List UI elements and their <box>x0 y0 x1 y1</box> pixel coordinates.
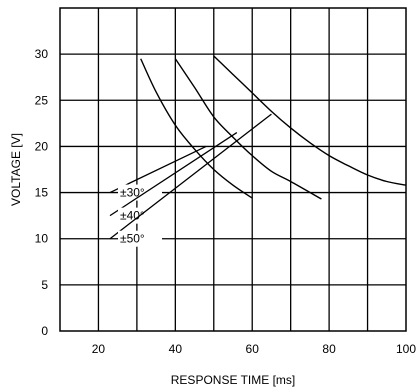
label-backdrop <box>118 230 162 247</box>
curve-label: ±40° <box>120 209 145 223</box>
x-tick-label: 100 <box>396 342 416 356</box>
curve-label: ±50° <box>120 232 145 246</box>
curve-labels: ±30° ±40° ±50° <box>109 113 272 247</box>
y-tick-label: 15 <box>35 186 49 200</box>
curve-label: ±30° <box>120 186 145 200</box>
label-leader-line <box>109 132 238 217</box>
y-tick-label: 20 <box>35 139 49 153</box>
curves <box>140 55 407 200</box>
grid <box>60 8 406 331</box>
tick-labels: 20 40 60 80 100 0 5 10 15 20 25 30 <box>35 47 417 356</box>
series-curve <box>140 58 253 199</box>
label-leader-line <box>109 113 272 240</box>
y-axis-label: VOLTAGE [V] <box>9 133 23 206</box>
series-curve <box>213 55 407 186</box>
y-tick-label: 10 <box>35 232 49 246</box>
series-curve <box>174 58 322 200</box>
y-tick-label: 25 <box>35 93 49 107</box>
y-tick-label: 0 <box>41 324 48 338</box>
x-tick-label: 40 <box>169 342 183 356</box>
x-axis-label: RESPONSE TIME [ms] <box>171 373 295 387</box>
plot-frame <box>59 7 407 332</box>
x-tick-label: 60 <box>246 342 260 356</box>
y-tick-label: 5 <box>41 278 48 292</box>
y-tick-label: 30 <box>35 47 49 61</box>
x-tick-label: 80 <box>322 342 336 356</box>
x-tick-label: 20 <box>92 342 106 356</box>
